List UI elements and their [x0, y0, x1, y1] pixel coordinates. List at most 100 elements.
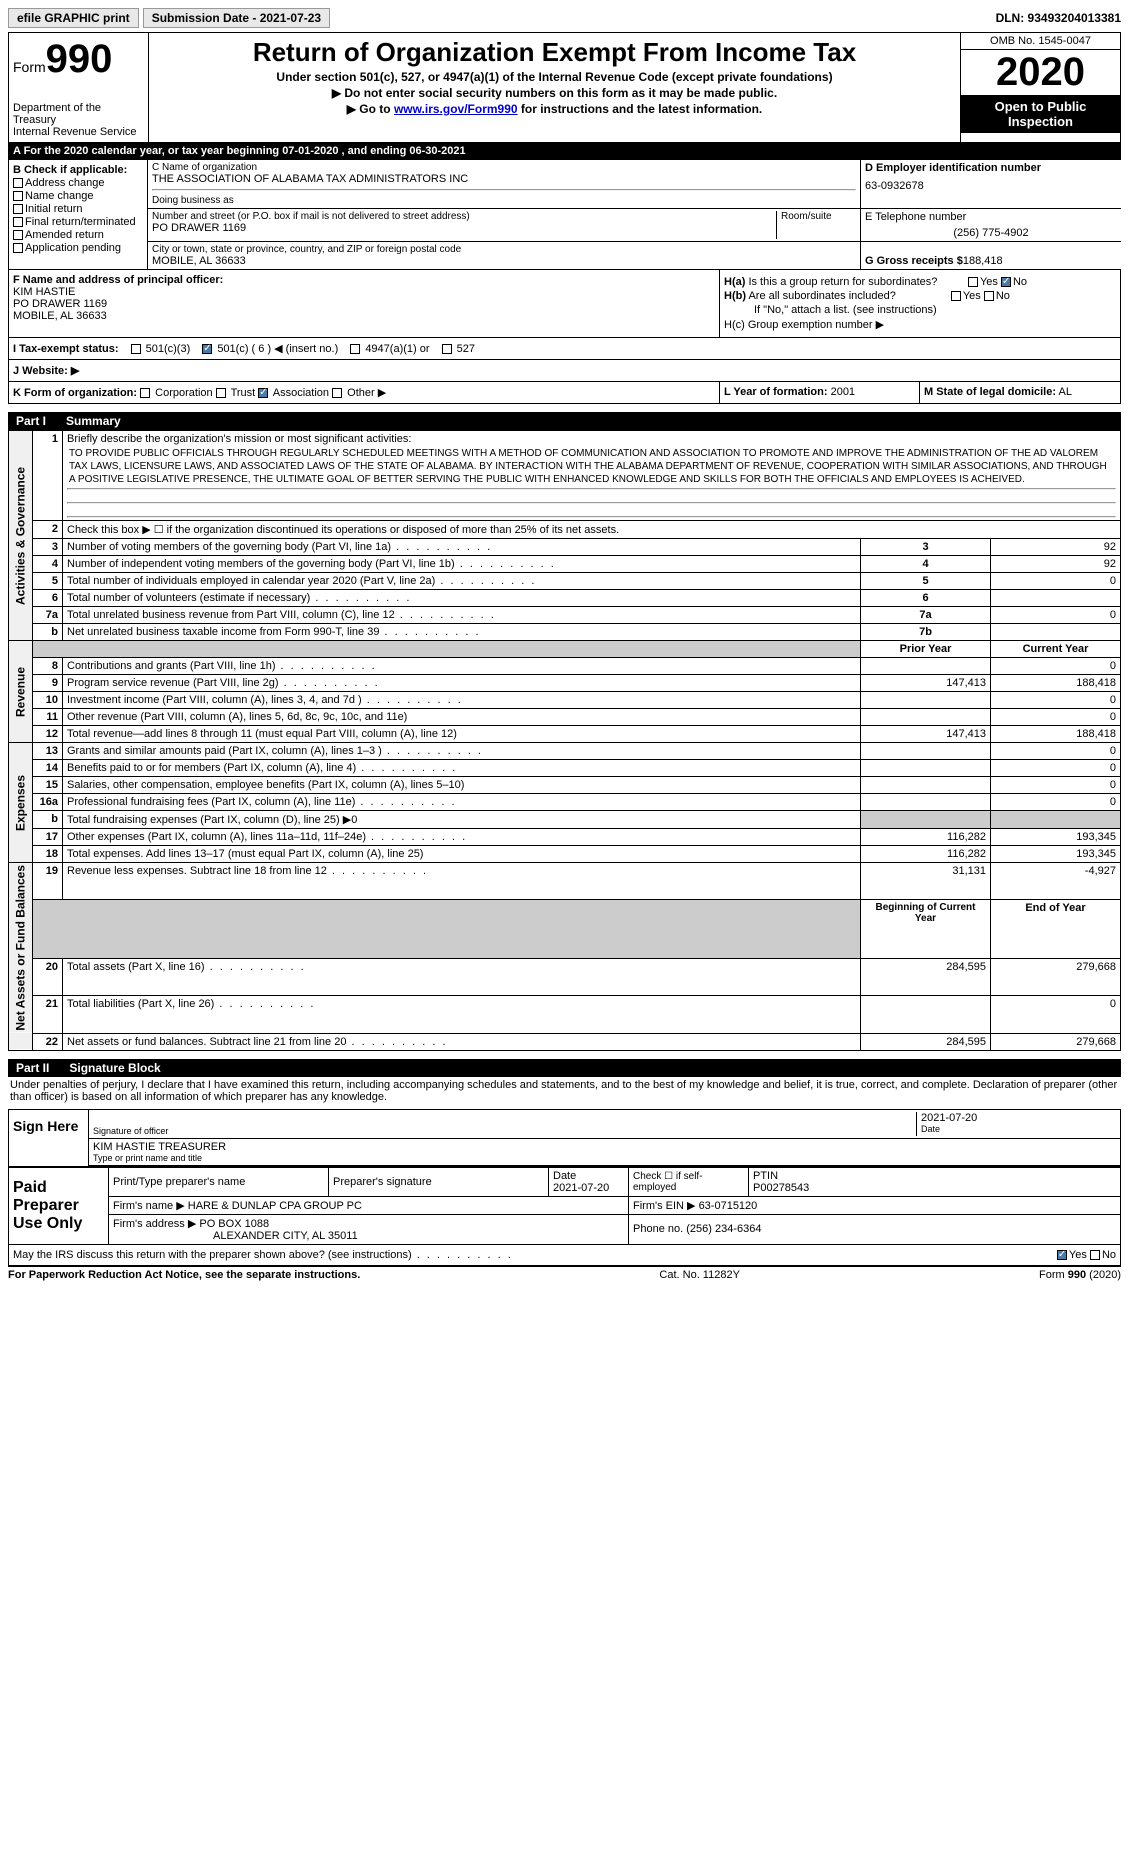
assoc-checkbox[interactable]: [258, 388, 268, 398]
officer-addr2: MOBILE, AL 36633: [13, 310, 715, 322]
section-b: B Check if applicable: Address change Na…: [8, 160, 148, 270]
ha-no-checkbox[interactable]: [1001, 277, 1011, 287]
line13-text: Grants and similar amounts paid (Part IX…: [63, 743, 861, 760]
other-checkbox[interactable]: [332, 388, 342, 398]
527-checkbox[interactable]: [442, 344, 452, 354]
initial-return-checkbox[interactable]: [13, 204, 23, 214]
cat-no: Cat. No. 11282Y: [659, 1269, 740, 1281]
ein-label: D Employer identification number: [865, 162, 1117, 174]
trust-checkbox[interactable]: [216, 388, 226, 398]
line9-curr: 188,418: [991, 675, 1121, 692]
line18-num: 18: [33, 846, 63, 863]
hb-no-checkbox[interactable]: [984, 291, 994, 301]
line17-text: Other expenses (Part IX, column (A), lin…: [63, 829, 861, 846]
4947-checkbox[interactable]: [350, 344, 360, 354]
part1-title: Summary: [66, 414, 121, 428]
form-subtitle: Under section 501(c), 527, or 4947(a)(1)…: [153, 70, 956, 84]
line20-text: Total assets (Part X, line 16): [63, 959, 861, 996]
line16b-num: b: [33, 811, 63, 829]
discuss-no-checkbox[interactable]: [1090, 1250, 1100, 1260]
line19-curr: -4,927: [991, 863, 1121, 900]
l-value: 2001: [831, 386, 855, 398]
line11-num: 11: [33, 709, 63, 726]
goto-suffix: for instructions and the latest informat…: [518, 102, 763, 116]
line22-num: 22: [33, 1033, 63, 1050]
form-title: Return of Organization Exempt From Incom…: [153, 37, 956, 68]
phone-label: E Telephone number: [865, 211, 1117, 223]
address-change-checkbox[interactable]: [13, 178, 23, 188]
line19-prior: 31,131: [861, 863, 991, 900]
side-revenue: Revenue: [9, 641, 33, 743]
line19-text: Revenue less expenses. Subtract line 18 …: [63, 863, 861, 900]
line11-text: Other revenue (Part VIII, column (A), li…: [63, 709, 861, 726]
irs-link[interactable]: www.irs.gov/Form990: [394, 102, 518, 116]
line6-val: [991, 590, 1121, 607]
ha-yes-checkbox[interactable]: [968, 277, 978, 287]
501c-label: 501(c) ( 6 ) ◀ (insert no.): [217, 343, 338, 355]
line12-prior: 147,413: [861, 726, 991, 743]
line2-text: Check this box ▶ ☐ if the organization d…: [63, 521, 1121, 539]
final-return-checkbox[interactable]: [13, 217, 23, 227]
line11-prior: [861, 709, 991, 726]
part2-header: Part II Signature Block: [8, 1059, 1121, 1077]
mission-text: TO PROVIDE PUBLIC OFFICIALS THROUGH REGU…: [67, 445, 1116, 488]
hb-yes-checkbox[interactable]: [951, 291, 961, 301]
line7b-col: 7b: [861, 624, 991, 641]
paid-prep-label: Paid Preparer Use Only: [9, 1167, 109, 1244]
assoc-label: Association: [273, 387, 329, 399]
preparer-table: Paid Preparer Use Only Print/Type prepar…: [8, 1167, 1121, 1245]
m-label: M State of legal domicile:: [924, 386, 1056, 398]
line16a-prior: [861, 794, 991, 811]
sig-officer-label: Signature of officer: [93, 1126, 916, 1136]
amended-return-checkbox[interactable]: [13, 230, 23, 240]
tax-year: 2020: [961, 50, 1120, 95]
firm-ein-label: Firm's EIN ▶: [633, 1200, 696, 1212]
firm-addr: PO BOX 1088: [199, 1218, 269, 1230]
corp-checkbox[interactable]: [140, 388, 150, 398]
line6-col: 6: [861, 590, 991, 607]
line20-num: 20: [33, 959, 63, 996]
hb-no: No: [996, 290, 1010, 302]
line22-curr: 279,668: [991, 1033, 1121, 1050]
line8-text: Contributions and grants (Part VIII, lin…: [63, 658, 861, 675]
efile-button[interactable]: efile GRAPHIC print: [8, 8, 139, 28]
prep-sig-label: Preparer's signature: [333, 1176, 544, 1188]
501c3-checkbox[interactable]: [131, 344, 141, 354]
line6-num: 6: [33, 590, 63, 607]
line13-num: 13: [33, 743, 63, 760]
line6-text: Total number of volunteers (estimate if …: [63, 590, 861, 607]
sig-date-val: 2021-07-20: [921, 1112, 1116, 1124]
line10-prior: [861, 692, 991, 709]
prep-date-label: Date: [553, 1170, 624, 1182]
trust-label: Trust: [231, 387, 256, 399]
goto-prefix: ▶ Go to: [347, 102, 394, 116]
501c-checkbox[interactable]: [202, 344, 212, 354]
line5-num: 5: [33, 573, 63, 590]
line7b-num: b: [33, 624, 63, 641]
addr-label: Number and street (or P.O. box if mail i…: [152, 211, 776, 222]
line3-text: Number of voting members of the governin…: [63, 539, 861, 556]
line9-text: Program service revenue (Part VIII, line…: [63, 675, 861, 692]
line18-prior: 116,282: [861, 846, 991, 863]
sig-date-label: Date: [921, 1124, 1116, 1134]
firm-name: HARE & DUNLAP CPA GROUP PC: [188, 1200, 362, 1212]
line5-val: 0: [991, 573, 1121, 590]
application-pending-checkbox[interactable]: [13, 243, 23, 253]
prep-phone-label: Phone no.: [633, 1223, 683, 1235]
city-label: City or town, state or province, country…: [152, 244, 856, 255]
discuss-yes-checkbox[interactable]: [1057, 1250, 1067, 1260]
line12-text: Total revenue—add lines 8 through 11 (mu…: [63, 726, 861, 743]
line20-curr: 279,668: [991, 959, 1121, 996]
line17-num: 17: [33, 829, 63, 846]
officer-addr1: PO DRAWER 1169: [13, 298, 715, 310]
name-change-checkbox[interactable]: [13, 191, 23, 201]
line18-curr: 193,345: [991, 846, 1121, 863]
line4-val: 92: [991, 556, 1121, 573]
line16a-text: Professional fundraising fees (Part IX, …: [63, 794, 861, 811]
form-footer: Form 990 (2020): [1039, 1269, 1121, 1281]
line5-text: Total number of individuals employed in …: [63, 573, 861, 590]
line14-prior: [861, 760, 991, 777]
dept-treasury: Department of the Treasury Internal Reve…: [13, 102, 144, 138]
open-public: Open to Public Inspection: [961, 95, 1120, 133]
line20-prior: 284,595: [861, 959, 991, 996]
